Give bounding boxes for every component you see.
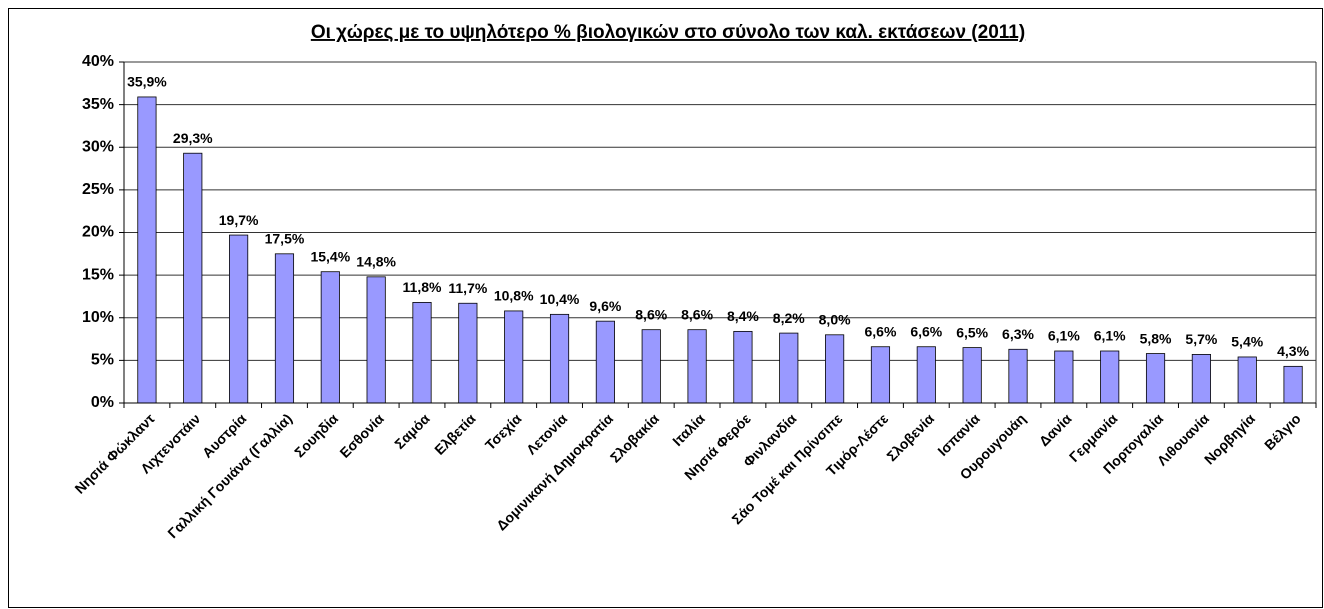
value-label: 6,6%: [865, 323, 897, 339]
y-tick-label: 30%: [82, 138, 114, 155]
bar: [1054, 350, 1074, 404]
value-label: 8,2%: [773, 310, 805, 326]
y-tick-label: 15%: [82, 266, 114, 283]
bar: [1237, 356, 1257, 404]
bar: [916, 346, 936, 404]
bar: [549, 313, 570, 404]
bar: [504, 310, 524, 404]
bar: [733, 330, 753, 404]
bar: [1145, 353, 1166, 404]
bar: [779, 332, 799, 404]
bar: [1100, 350, 1120, 404]
value-label: 11,8%: [403, 279, 442, 295]
bar: [595, 320, 615, 404]
bar: [366, 276, 386, 404]
y-tick-label: 35%: [82, 96, 114, 113]
y-tick-label: 20%: [82, 224, 114, 241]
bar: [412, 302, 432, 404]
value-label: 8,4%: [727, 308, 759, 324]
value-label: 8,0%: [819, 312, 851, 328]
bar: [183, 152, 203, 404]
value-label: 10,8%: [494, 288, 534, 304]
value-label: 17,5%: [265, 231, 305, 247]
value-label: 11,7%: [448, 280, 487, 296]
bar: [458, 302, 478, 404]
bar: [962, 347, 982, 404]
y-tick-label: 5%: [91, 352, 114, 369]
bar: [641, 329, 661, 404]
value-label: 35,9%: [127, 74, 167, 90]
value-label: 5,4%: [1231, 334, 1263, 350]
bar: [1283, 365, 1303, 404]
value-label: 10,4%: [540, 291, 580, 307]
value-label: 5,7%: [1185, 331, 1217, 347]
bar: [687, 329, 707, 404]
y-tick-label: 40%: [82, 53, 114, 70]
value-label: 29,3%: [173, 130, 213, 146]
bar: [229, 234, 249, 404]
bar: [137, 96, 157, 404]
bar: [1008, 348, 1028, 404]
value-label: 6,5%: [956, 324, 988, 340]
y-tick-label: 25%: [82, 181, 114, 198]
value-label: 19,7%: [219, 212, 259, 228]
bar: [320, 271, 340, 404]
value-label: 8,6%: [681, 306, 713, 322]
value-label: 6,6%: [910, 323, 942, 339]
value-label: 15,4%: [310, 248, 350, 264]
bar: [1191, 354, 1211, 404]
value-label: 5,8%: [1140, 330, 1172, 346]
bar: [825, 334, 845, 404]
value-label: 9,6%: [589, 298, 621, 314]
bar: [870, 346, 891, 404]
bar: [274, 253, 295, 404]
chart-frame: [8, 8, 1323, 608]
value-label: 6,3%: [1002, 326, 1034, 342]
chart-title: Οι χώρες με το υψηλότερο % βιολογικών στ…: [311, 22, 1025, 43]
y-tick-label: 10%: [82, 309, 114, 326]
value-label: 6,1%: [1094, 328, 1126, 344]
value-label: 6,1%: [1048, 328, 1080, 344]
y-tick-label: 0%: [91, 394, 114, 411]
value-label: 4,3%: [1277, 343, 1309, 359]
value-label: 8,6%: [635, 306, 667, 322]
value-label: 14,8%: [356, 254, 396, 270]
